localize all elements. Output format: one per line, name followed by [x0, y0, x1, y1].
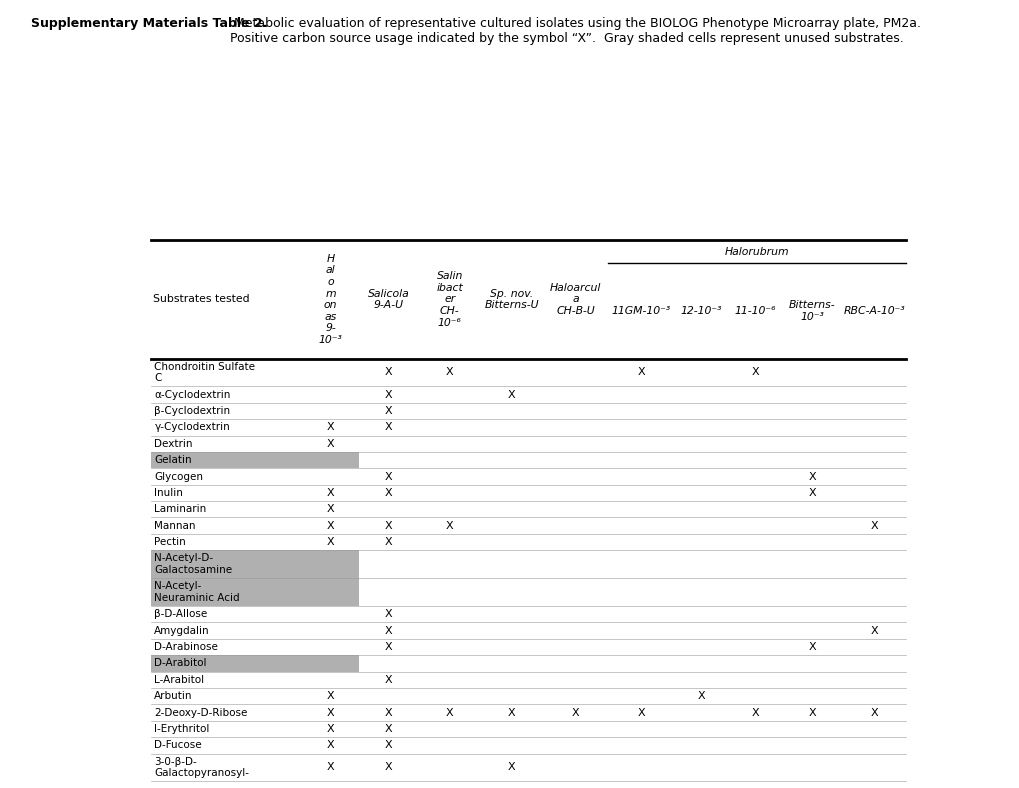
Text: X: X	[445, 367, 453, 377]
Text: D-Arabinose: D-Arabinose	[154, 642, 218, 652]
Text: X: X	[445, 521, 453, 530]
Text: X: X	[326, 439, 334, 448]
Text: X: X	[637, 367, 645, 377]
Text: Dextrin: Dextrin	[154, 439, 193, 448]
Text: 2-Deoxy-D-Ribose: 2-Deoxy-D-Ribose	[154, 708, 248, 718]
Text: X: X	[326, 488, 334, 498]
Text: X: X	[385, 675, 392, 685]
Text: γ-Cyclodextrin: γ-Cyclodextrin	[154, 422, 230, 433]
Text: X: X	[751, 367, 758, 377]
Text: Glycogen: Glycogen	[154, 471, 203, 481]
Text: β-D-Allose: β-D-Allose	[154, 609, 208, 619]
Bar	[151, 655, 359, 671]
Text: N-Acetyl-D-
Galactosamine: N-Acetyl-D- Galactosamine	[154, 553, 232, 575]
Text: X: X	[637, 708, 645, 718]
Text: L-Arabitol: L-Arabitol	[154, 675, 204, 685]
Bar	[151, 578, 359, 606]
Text: X: X	[385, 763, 392, 772]
Text: X: X	[326, 691, 334, 701]
Text: X: X	[326, 537, 334, 547]
Text: Sp. nov.
Bitterns-U: Sp. nov. Bitterns-U	[484, 288, 538, 310]
Text: Amygdalin: Amygdalin	[154, 626, 210, 636]
Text: β-Cyclodextrin: β-Cyclodextrin	[154, 406, 230, 416]
Text: Supplementary Materials Table 2.: Supplementary Materials Table 2.	[31, 17, 267, 30]
Text: X: X	[808, 642, 815, 652]
Text: 12-10⁻³: 12-10⁻³	[680, 306, 721, 316]
Text: X: X	[507, 708, 515, 718]
Text: X: X	[385, 626, 392, 636]
Text: D-Arabitol: D-Arabitol	[154, 659, 207, 668]
Text: Salicola
9-A-U: Salicola 9-A-U	[368, 288, 410, 310]
Text: X: X	[507, 763, 515, 772]
Text: α-Cyclodextrin: α-Cyclodextrin	[154, 389, 230, 400]
Text: X: X	[870, 708, 877, 718]
Text: X: X	[445, 708, 453, 718]
Text: X: X	[385, 708, 392, 718]
Text: Metabolic evaluation of representative cultured isolates using the BIOLOG Phenot: Metabolic evaluation of representative c…	[230, 17, 920, 46]
Text: X: X	[326, 708, 334, 718]
Text: X: X	[808, 471, 815, 481]
Text: X: X	[385, 740, 392, 750]
Text: Inulin: Inulin	[154, 488, 183, 498]
Text: X: X	[385, 389, 392, 400]
Text: Halorubrum: Halorubrum	[725, 247, 789, 258]
Text: Gelatin: Gelatin	[154, 455, 192, 465]
Text: X: X	[326, 422, 334, 433]
Text: X: X	[385, 488, 392, 498]
Text: X: X	[385, 609, 392, 619]
Text: Salin
ibact
er
CH-
10⁻⁶: Salin ibact er CH- 10⁻⁶	[436, 271, 463, 328]
Text: l-Erythritol: l-Erythritol	[154, 724, 210, 734]
Text: X: X	[326, 763, 334, 772]
Text: 11GM-10⁻³: 11GM-10⁻³	[611, 306, 671, 316]
Text: X: X	[385, 367, 392, 377]
Text: X: X	[385, 422, 392, 433]
Text: Laminarin: Laminarin	[154, 504, 207, 515]
Text: X: X	[385, 537, 392, 547]
Text: 11-10⁻⁶: 11-10⁻⁶	[734, 306, 775, 316]
Text: X: X	[751, 708, 758, 718]
Text: X: X	[808, 708, 815, 718]
Text: X: X	[326, 521, 334, 530]
Text: Chondroitin Sulfate
C: Chondroitin Sulfate C	[154, 362, 255, 383]
Text: X: X	[326, 504, 334, 515]
Text: X: X	[507, 389, 515, 400]
Text: Substrates tested: Substrates tested	[153, 295, 250, 304]
Text: X: X	[385, 724, 392, 734]
Text: X: X	[808, 488, 815, 498]
Text: Mannan: Mannan	[154, 521, 196, 530]
Text: X: X	[870, 626, 877, 636]
Text: 3-0-β-D-
Galactopyranosyl-: 3-0-β-D- Galactopyranosyl-	[154, 756, 249, 779]
Text: D-Fucose: D-Fucose	[154, 740, 202, 750]
Text: Arbutin: Arbutin	[154, 691, 193, 701]
Text: Pectin: Pectin	[154, 537, 185, 547]
Text: X: X	[385, 406, 392, 416]
Text: X: X	[326, 740, 334, 750]
Text: Bitterns-
10⁻³: Bitterns- 10⁻³	[789, 300, 835, 322]
Bar	[151, 550, 359, 578]
Text: X: X	[697, 691, 704, 701]
Bar	[151, 452, 359, 468]
Text: X: X	[571, 708, 579, 718]
Text: X: X	[385, 521, 392, 530]
Text: X: X	[870, 521, 877, 530]
Text: X: X	[326, 724, 334, 734]
Text: Haloarcul
a
CH-B-U: Haloarcul a CH-B-U	[549, 283, 600, 316]
Text: H
al
o
m
on
as
9-
10⁻³: H al o m on as 9- 10⁻³	[318, 254, 342, 345]
Text: X: X	[385, 642, 392, 652]
Text: N-Acetyl-
Neuraminic Acid: N-Acetyl- Neuraminic Acid	[154, 582, 239, 603]
Text: RBC-A-10⁻³: RBC-A-10⁻³	[843, 306, 905, 316]
Text: X: X	[385, 471, 392, 481]
